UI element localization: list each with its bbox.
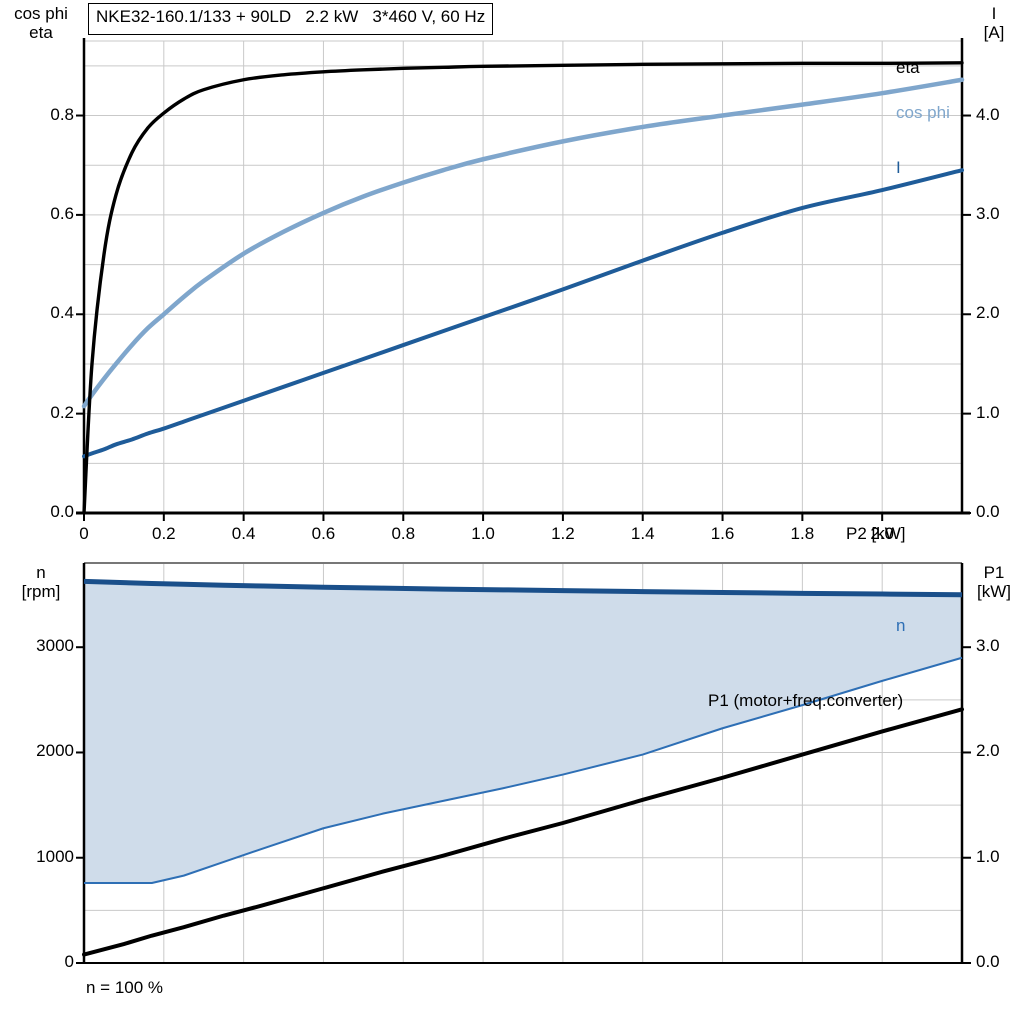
title-box: NKE32-160.1/133 + 90LD 2.2 kW 3*460 V, 6… [88, 3, 494, 35]
bottom-y-tick-2000: 2000 [36, 741, 74, 761]
top-y2-tick-4.0: 4.0 [976, 104, 1000, 124]
top-y-tick-0.0: 0.0 [50, 502, 74, 521]
series-label-eta: eta [896, 58, 920, 77]
series-label-cos-phi: cos phi [896, 103, 950, 122]
top-x-tick-0.2: 0.2 [151, 524, 176, 543]
top-y2-tick-2.0: 2.0 [976, 303, 1000, 323]
top-x-tick-0.4: 0.4 [231, 524, 256, 543]
top-x-tick-0.6: 0.6 [311, 524, 336, 543]
footer-note: n = 100 % [86, 978, 164, 997]
bottom-y-tick-0: 0 [64, 952, 74, 971]
top-plot-canvas [76, 38, 971, 521]
top-y-tick-0.6: 0.6 [50, 203, 74, 223]
top-x-tick-0.8: 0.8 [391, 524, 416, 543]
top-x-tick-1.8: 1.8 [790, 524, 815, 543]
top-x-tick-0: 0 [79, 524, 89, 543]
top-right-axis-label: I [A] [983, 4, 1005, 42]
series-label-current: I [896, 158, 901, 177]
top-y-tick-0.4: 0.4 [50, 303, 74, 323]
bottom-y2-tick-1.0: 1.0 [976, 846, 1000, 866]
top-y2-tick-0.0: 0.0 [976, 502, 1000, 521]
top-x-tick-1.4: 1.4 [630, 524, 655, 543]
x-axis-label: P2 [kW] [846, 524, 906, 543]
bottom-y2-tick-3.0: 3.0 [976, 636, 1000, 656]
top-x-tick-1.6: 1.6 [710, 524, 735, 543]
bottom-y2-tick-2.0: 2.0 [976, 741, 1000, 761]
bottom-right-axis-label: P1 [kW] [977, 563, 1011, 601]
top-left-axis-label: cos phi eta [14, 4, 68, 42]
series-label-p1: P1 (motor+freq.converter) [708, 691, 904, 710]
top-y2-tick-1.0: 1.0 [976, 402, 1000, 422]
bottom-left-axis-label: n [rpm] [21, 563, 61, 601]
top-x-tick-1.0: 1.0 [471, 524, 495, 543]
top-x-tick-1.2: 1.2 [551, 524, 575, 543]
top-y-tick-0.8: 0.8 [50, 104, 74, 124]
top-y2-tick-3.0: 3.0 [976, 203, 1000, 223]
top-y-tick-0.2: 0.2 [50, 402, 74, 422]
bottom-y-tick-1000: 1000 [36, 846, 74, 866]
top-x-tick-2.0: 2.0 [870, 524, 894, 543]
series-label-n: n [896, 616, 906, 635]
bottom-y2-tick-0.0: 0.0 [976, 952, 1000, 971]
bottom-y-tick-3000: 3000 [36, 636, 74, 656]
